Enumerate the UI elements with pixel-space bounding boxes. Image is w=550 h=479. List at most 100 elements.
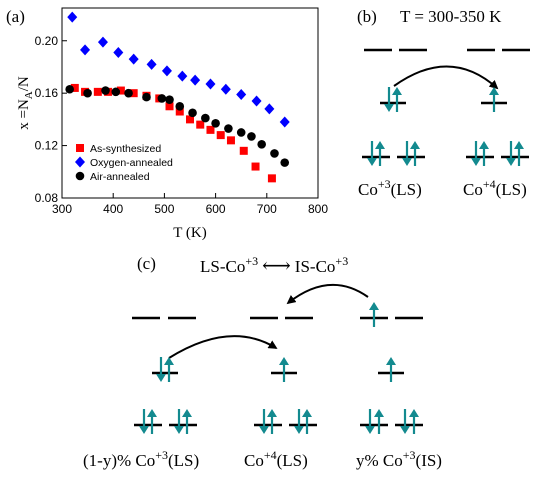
panel-c-label: (c) xyxy=(137,254,156,273)
legend-entry: As-synthesized xyxy=(90,143,161,155)
caption-co4-ls: Co+4(LS) xyxy=(463,177,527,199)
data-point-square xyxy=(216,131,225,140)
data-point-circle xyxy=(111,87,121,97)
data-point-circle xyxy=(142,92,151,102)
spin-down-arrow-head xyxy=(139,426,149,434)
x-tick-label: 300 xyxy=(52,202,72,216)
data-point-square xyxy=(129,89,138,98)
data-point-square xyxy=(196,120,205,129)
plot-frame xyxy=(61,7,319,199)
spin-down-arrow-head xyxy=(506,158,516,166)
data-point-diamond xyxy=(113,47,124,59)
data-point-circle xyxy=(83,88,92,98)
data-point-diamond xyxy=(279,116,290,128)
spin-up-arrow-head xyxy=(182,409,192,417)
data-point-circle xyxy=(236,128,246,137)
data-point-circle xyxy=(124,88,133,98)
data-point-diamond xyxy=(128,53,139,65)
spin-down-arrow-head xyxy=(294,426,304,434)
x-tick-label: 500 xyxy=(154,202,174,216)
panel-b-label: (b) xyxy=(357,7,377,26)
data-point-circle xyxy=(280,158,290,167)
data-point-circle xyxy=(101,86,110,95)
spin-state-equation: LS-Co+3 ⟷ IS-Co+3 xyxy=(200,254,348,277)
data-point-diamond xyxy=(251,95,262,107)
spin-up-arrow-head xyxy=(409,409,419,417)
spin-up-arrow-head xyxy=(369,302,379,310)
data-point-diamond xyxy=(67,11,78,23)
data-markers xyxy=(65,11,290,183)
spin-up-arrow-head xyxy=(386,357,396,365)
data-point-square xyxy=(267,174,276,183)
data-point-square xyxy=(226,136,235,145)
data-point-diamond xyxy=(190,74,201,86)
spin-down-arrow-head xyxy=(156,374,166,382)
data-point-diamond xyxy=(220,83,231,95)
axis-ticks: 300 400 500 600 700 800 0.08 0.12 0.16 0.20 xyxy=(35,34,329,216)
spin-up-arrow-head xyxy=(392,87,402,95)
data-point-circle xyxy=(201,113,210,123)
data-point-circle xyxy=(188,108,197,118)
data-point-square xyxy=(116,86,125,95)
data-point-circle xyxy=(175,101,185,111)
spin-down-arrow-head xyxy=(384,104,394,112)
spin-down-arrow-head xyxy=(400,426,410,434)
spin-transition-arrow xyxy=(286,283,369,305)
panel-a: (a) 300 400 500 600 700 800 0.08 0.12 0.16 0.20 T… xyxy=(6,7,328,241)
spin-up-arrow-head xyxy=(279,357,289,365)
panel-a-label: (a) xyxy=(6,7,25,26)
y-tick-label: 0.20 xyxy=(35,34,59,48)
y-axis-label: x =NA/N xyxy=(16,76,35,130)
data-point-diamond xyxy=(80,44,91,56)
data-point-diamond xyxy=(161,65,172,77)
spin-up-arrow-head xyxy=(302,409,312,417)
data-point-circle xyxy=(165,95,174,105)
spin-up-arrow-head xyxy=(267,409,277,417)
data-point-circle xyxy=(224,124,233,133)
spin-down-arrow-head xyxy=(259,426,269,434)
x-tick-label: 400 xyxy=(103,202,123,216)
data-point-square xyxy=(175,107,184,116)
spin-arrows xyxy=(139,87,524,434)
spin-up-arrow-head xyxy=(489,87,499,95)
data-point-diamond xyxy=(264,103,275,115)
legend-entry: Oxygen-annealed xyxy=(90,157,173,169)
data-point-square xyxy=(239,146,248,155)
data-point-circle xyxy=(157,94,167,103)
panel-c: (c) LS-Co+3 ⟷ IS-Co+3 (1-y)% Co+3(LS) Co+4… xyxy=(83,254,442,470)
electron-transfer-arrow xyxy=(168,335,278,359)
y-tick-label: 0.12 xyxy=(35,139,59,153)
data-point-diamond xyxy=(177,70,188,82)
spin-up-arrow-head xyxy=(164,357,174,365)
caption-co3-ls: Co+3(LS) xyxy=(358,177,422,199)
spin-up-arrow-head xyxy=(374,409,384,417)
x-tick-label: 700 xyxy=(257,202,277,216)
x-axis-label: T (K) xyxy=(173,225,206,241)
data-point-diamond xyxy=(146,58,157,70)
data-point-square xyxy=(70,83,79,92)
legend-marker-diamond xyxy=(75,156,85,168)
spin-up-arrow-head xyxy=(375,141,385,149)
data-point-circle xyxy=(211,119,220,128)
caption-co4-ls: Co+4(LS) xyxy=(244,448,308,470)
x-tick-label: 800 xyxy=(308,202,328,216)
legend-marker-circle xyxy=(75,171,85,181)
caption-co3-ls-fraction: (1-y)% Co+3(LS) xyxy=(83,448,199,470)
spin-up-arrow-head xyxy=(514,141,524,149)
data-point-diamond xyxy=(205,78,216,90)
spin-down-arrow-head xyxy=(365,426,375,434)
data-point-circle xyxy=(257,139,266,149)
legend: As-synthesized Oxygen-annealed Air-anneale… xyxy=(75,143,173,183)
spin-down-arrow-head xyxy=(174,426,184,434)
data-point-square xyxy=(186,115,194,124)
spin-up-arrow-head xyxy=(479,141,489,149)
data-point-square xyxy=(206,125,215,134)
y-tick-label: 0.16 xyxy=(35,86,59,100)
panel-b: (b) T = 300-350 K Co+3(LS) Co+4(LS) xyxy=(357,7,530,199)
spin-down-arrow-head xyxy=(471,158,481,166)
data-point-circle xyxy=(247,132,256,141)
x-tick-label: 600 xyxy=(206,202,226,216)
y-tick-label: 0.08 xyxy=(35,191,59,205)
legend-marker-square xyxy=(76,144,84,152)
